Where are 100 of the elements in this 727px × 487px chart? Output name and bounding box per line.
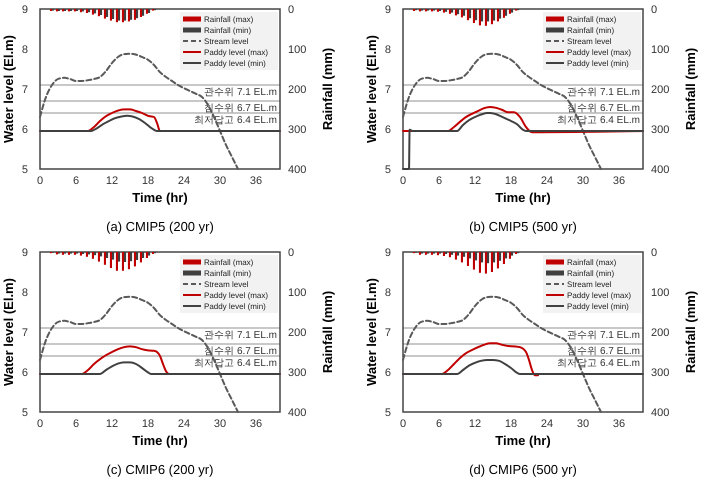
- bar: [134, 9, 136, 20]
- bar: [110, 252, 112, 268]
- y2-tick-label: 400: [651, 407, 670, 419]
- y-tick-label: 6: [22, 367, 28, 379]
- x-axis-title: Time (hr): [132, 433, 188, 448]
- y2-tick-label: 200: [651, 84, 670, 96]
- x-axis-title: Time (hr): [495, 433, 551, 448]
- bar: [442, 252, 445, 256]
- x-tick-label: 24: [178, 418, 190, 430]
- y-tick-label: 5: [384, 407, 391, 419]
- legend-label: Paddy level (min): [204, 302, 266, 311]
- bar: [418, 252, 421, 255]
- y2-tick-label: 200: [288, 84, 306, 96]
- y2-axis-title: Rainfall (mm): [320, 290, 335, 374]
- bar: [92, 9, 94, 15]
- bar: [466, 252, 469, 266]
- x-tick-label: 30: [576, 418, 590, 430]
- x-tick-label: 18: [504, 418, 518, 430]
- y-tick-label: 9: [22, 247, 28, 259]
- text: (d) CMIP6 (500 yr): [469, 462, 577, 477]
- bar: [490, 252, 493, 272]
- bar: [508, 252, 511, 259]
- y2-tick-label: 0: [651, 247, 658, 259]
- bar: [140, 9, 142, 17]
- y2-tick-label: 100: [288, 287, 306, 299]
- text: (b) CMIP5 (500 yr): [469, 219, 577, 234]
- y2-tick-label: 0: [651, 4, 658, 16]
- legend-label: Stream level: [204, 37, 249, 46]
- y-tick-label: 8: [22, 287, 28, 299]
- y-tick-label: 7: [384, 84, 391, 96]
- y-tick-label: 5: [384, 164, 391, 176]
- ref-line-label: 관수위 7.1 EL.m: [204, 330, 277, 341]
- x-tick-label: 24: [540, 175, 554, 187]
- x-axis-title: Time (hr): [495, 190, 551, 205]
- y-tick-label: 7: [22, 84, 28, 96]
- bar: [74, 252, 76, 255]
- bar: [116, 252, 118, 271]
- y-axis-title: Water level (El.m): [1, 35, 16, 143]
- y2-tick-label: 0: [288, 247, 294, 259]
- x-tick-label: 6: [72, 175, 80, 187]
- bar: [436, 9, 439, 12]
- y2-tick-label: 300: [288, 124, 306, 136]
- y2-tick-label: 0: [288, 4, 294, 16]
- legend-label: Paddy level (min): [204, 59, 266, 68]
- bar: [472, 252, 475, 270]
- x-tick-label: 12: [106, 175, 118, 187]
- x-tick-label: 36: [612, 175, 626, 187]
- legend-label: Rainfall (min): [204, 269, 252, 278]
- x-tick-label: 12: [106, 418, 118, 430]
- legend-label: Paddy level (min): [567, 59, 630, 68]
- y2-tick-label: 200: [288, 327, 306, 339]
- bar: [146, 9, 148, 14]
- bar: [134, 252, 136, 266]
- ref-line-label: 관수위 7.1 EL.m: [567, 330, 640, 341]
- y2-tick-label: 300: [288, 367, 306, 379]
- legend-label: Paddy level (max): [204, 48, 268, 57]
- y-axis-title: Water level (El.m): [364, 278, 379, 386]
- y-tick-label: 5: [22, 407, 28, 419]
- bar: [472, 9, 475, 23]
- x-tick-label: 30: [214, 175, 226, 187]
- y2-tick-label: 100: [288, 44, 306, 56]
- x-tick-label: 12: [468, 175, 482, 187]
- y-tick-label: 7: [384, 327, 391, 339]
- ref-line-label: 최저답고 6.4 EL.m: [557, 115, 640, 126]
- bar: [460, 252, 463, 262]
- y2-tick-label: 300: [651, 124, 670, 136]
- bar: [86, 9, 88, 13]
- legend-label: Stream level: [204, 280, 249, 289]
- bar: [448, 252, 451, 258]
- bar: [502, 252, 505, 264]
- x-tick-label: 6: [436, 175, 442, 187]
- bar: [502, 9, 505, 18]
- bar: [128, 9, 130, 22]
- bar: [128, 252, 130, 270]
- y-tick-label: 7: [22, 327, 28, 339]
- x-tick-label: 0: [36, 175, 44, 187]
- ref-line-label: 최저답고 6.4 EL.m: [194, 358, 277, 369]
- bar: [68, 252, 70, 255]
- legend-label: Rainfall (max): [204, 15, 254, 24]
- x-tick-label: 0: [36, 418, 44, 430]
- legend-label: Paddy level (min): [567, 302, 630, 311]
- bar: [110, 9, 112, 21]
- ref-line-label: 관수위 7.1 EL.m: [204, 87, 277, 98]
- bar: [98, 252, 100, 262]
- legend-label: Paddy level (max): [567, 291, 632, 300]
- y-tick-label: 8: [384, 44, 391, 56]
- y2-tick-label: 400: [288, 407, 306, 419]
- y2-axis-title: Rainfall (mm): [683, 48, 698, 130]
- x-tick-label: 18: [504, 175, 518, 187]
- y2-tick-label: 400: [651, 164, 670, 176]
- bar: [424, 252, 427, 255]
- y2-axis-title: Rainfall (mm): [320, 48, 335, 130]
- y-tick-label: 9: [384, 4, 391, 16]
- y2-tick-label: 100: [651, 44, 670, 56]
- bar: [116, 9, 118, 22]
- legend-label: Rainfall (max): [567, 258, 617, 267]
- x-axis-title: Time (hr): [132, 190, 188, 205]
- y-tick-label: 9: [22, 4, 28, 16]
- legend-label: Rainfall (max): [567, 15, 617, 24]
- bar: [508, 9, 511, 14]
